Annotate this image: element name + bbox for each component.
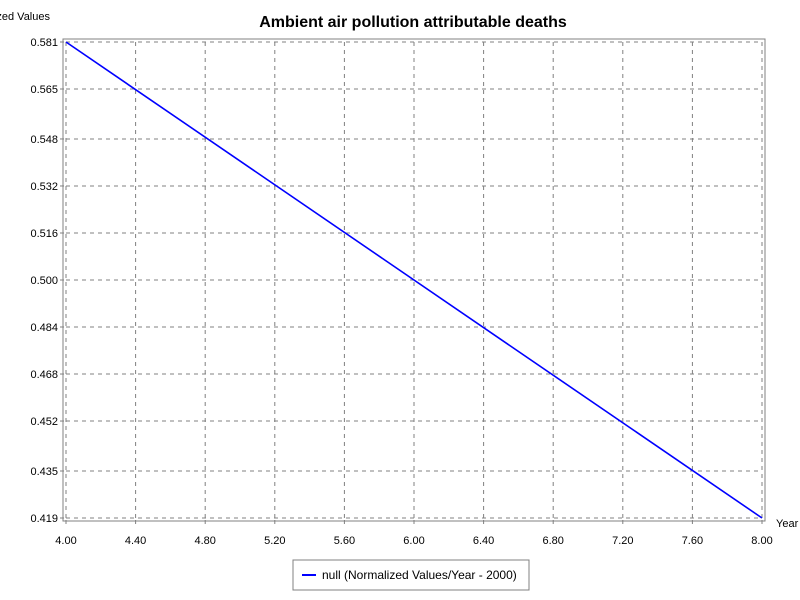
series-line: [65, 41, 763, 519]
y-tick-label: 0.468: [30, 369, 58, 381]
legend-label: null (Normalized Values/Year - 2000): [322, 568, 517, 582]
x-tick-label: 6.00: [403, 535, 424, 547]
legend: null (Normalized Values/Year - 2000): [292, 559, 530, 591]
x-tick-label: 5.60: [334, 535, 355, 547]
x-tick-label: 7.20: [612, 535, 633, 547]
y-tick-label: 0.548: [30, 134, 58, 146]
y-tick-label: 0.516: [30, 228, 58, 240]
y-tick-label: 0.435: [30, 466, 58, 478]
y-tick-label: 0.452: [30, 416, 58, 428]
x-ticks: 4.00 4.40 4.80 5.20 5.60 6.00 6.40 6.80 7.20 7.60…: [55, 520, 773, 547]
y-tick-label: 0.581: [30, 37, 58, 49]
x-tick-label: 4.00: [55, 535, 76, 547]
legend-box: [292, 559, 530, 591]
y-axis-label: Normalized Values: [0, 11, 50, 23]
y-ticks: 0.581 0.565 0.548 0.532 0.516 0.500 0.484 0.468…: [30, 37, 64, 525]
y-tick-label: 0.565: [30, 84, 58, 96]
x-tick-label: 5.20: [264, 535, 285, 547]
x-tick-label: 6.80: [542, 535, 563, 547]
x-tick-label: 4.80: [194, 535, 215, 547]
chart-title: Ambient air pollution attributable death…: [259, 14, 567, 31]
x-tick-label: 4.40: [125, 535, 146, 547]
y-tick-label: 0.500: [30, 275, 58, 287]
x-tick-label: 8.00: [751, 535, 772, 547]
x-tick-label: 7.60: [682, 535, 703, 547]
x-axis-label: Year: [776, 518, 799, 530]
y-tick-label: 0.532: [30, 181, 58, 193]
series-layer: [65, 41, 763, 519]
x-tick-label: 6.40: [473, 535, 494, 547]
y-tick-label: 0.419: [30, 513, 58, 525]
y-tick-label: 0.484: [30, 322, 58, 334]
